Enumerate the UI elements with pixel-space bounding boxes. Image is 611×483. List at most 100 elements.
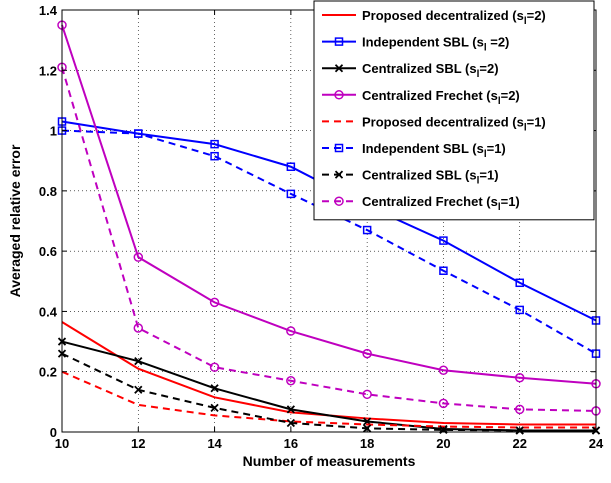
legend-label-subscript: l — [477, 176, 480, 187]
data-point-marker — [334, 143, 344, 153]
legend-label-subscript: l — [498, 202, 501, 213]
legend-label-suffix: =1) — [527, 114, 546, 129]
legend-entry: Centralized SBL (sl=1) — [322, 168, 499, 187]
data-point-marker — [362, 225, 372, 235]
data-point-marker — [439, 266, 448, 275]
legend-label-subscript: l — [498, 96, 501, 107]
data-point-marker — [210, 403, 219, 413]
data-point-marker — [286, 189, 296, 199]
x-axis-label: Number of measurements — [243, 453, 416, 469]
data-point-marker — [438, 365, 449, 375]
data-point-marker — [514, 404, 525, 415]
legend-label-text: Centralized SBL (s — [362, 168, 477, 183]
legend-label-suffix: =2) — [487, 35, 510, 50]
y-tick-label: 1.4 — [39, 3, 58, 18]
data-point-marker — [334, 170, 344, 179]
legend-entry: Centralized SBL (sl=2) — [322, 61, 499, 80]
legend-label: Centralized Frechet (sl=1) — [362, 194, 520, 213]
legend-label-text: Proposed decentralized (s — [362, 8, 524, 23]
x-tick-label: 10 — [55, 436, 69, 451]
legend-entry: Centralized Frechet (sl=2) — [322, 88, 520, 107]
x-tick-label: 14 — [207, 436, 222, 451]
axis-ticks: 10 12 14 16 18 20 22 24 0 0.2 0.4 0.6 0.8 1 1.2 1.4 — [39, 3, 604, 451]
data-point-marker — [514, 372, 525, 383]
legend-label: Centralized SBL (sl=2) — [362, 61, 499, 80]
x-tick-label: 24 — [589, 436, 604, 451]
data-point-marker — [134, 357, 143, 366]
x-tick-label: 20 — [436, 436, 450, 451]
series-line — [61, 370, 596, 429]
data-point-marker — [334, 90, 344, 100]
legend-entry: Centralized Frechet (sl=1) — [322, 194, 520, 213]
legend-label-subscript: l — [484, 149, 487, 160]
data-point-marker — [334, 196, 344, 206]
legend-label-text: Independent SBL (s — [362, 35, 484, 50]
data-point-marker — [286, 418, 295, 428]
legend-label: Independent SBL (sl=1) — [362, 141, 506, 160]
x-tick-label: 16 — [284, 436, 298, 451]
legend-label-text: Centralized SBL (s — [362, 61, 477, 76]
data-point-marker — [362, 348, 372, 359]
series-line — [61, 340, 596, 432]
data-point-marker — [286, 326, 296, 336]
data-point-marker — [133, 252, 144, 262]
data-point-marker — [209, 362, 220, 372]
data-point-marker — [334, 37, 344, 46]
legend-entry: Independent SBL (sl=1) — [322, 141, 506, 160]
legend-label-suffix: =2) — [501, 88, 520, 103]
legend-label-subscript: l — [477, 69, 480, 80]
y-tick-label: 0.4 — [39, 304, 58, 319]
legend-label-suffix: =1) — [487, 141, 506, 156]
series-line — [61, 66, 597, 412]
y-tick-label: 0 — [50, 425, 57, 440]
data-point-marker — [210, 384, 219, 393]
legend-box — [313, 0, 595, 221]
legend-label-suffix: =1) — [479, 168, 498, 183]
data-point-marker — [439, 236, 448, 245]
data-point-marker — [210, 151, 219, 161]
series-line — [61, 352, 596, 432]
legend-entry: Independent SBL (sl =2) — [322, 35, 509, 54]
y-tick-label: 0.6 — [39, 244, 57, 259]
plot-series — [57, 20, 601, 435]
x-tick-label: 22 — [512, 436, 526, 451]
legend-entry: Proposed decentralized (sl=2) — [322, 8, 546, 27]
data-point-marker — [210, 139, 219, 149]
series-line — [61, 129, 597, 355]
legend-label-subscript: l — [524, 122, 527, 133]
data-point-marker — [134, 129, 143, 138]
data-point-marker — [209, 297, 220, 308]
legend-label-text: Proposed decentralized (s — [362, 114, 524, 129]
legend-label: Centralized Frechet (sl=2) — [362, 88, 520, 107]
legend-label-text: Independent SBL (s — [362, 141, 484, 156]
x-tick-label: 12 — [131, 436, 145, 451]
data-point-marker — [134, 385, 143, 394]
legend-label-subscript: l — [484, 43, 487, 54]
legend-label: Proposed decentralized (sl=1) — [362, 114, 546, 133]
x-tick-label: 18 — [360, 436, 374, 451]
data-point-marker — [133, 323, 144, 333]
legend-label-suffix: =2) — [527, 8, 546, 23]
legend-label-suffix: =1) — [501, 194, 520, 209]
data-point-marker — [334, 64, 344, 73]
data-point-marker — [362, 389, 372, 400]
data-point-marker — [438, 398, 449, 409]
data-point-marker — [515, 278, 524, 288]
legend-label-subscript: l — [524, 16, 527, 27]
y-axis-label: Averaged relative error — [7, 144, 23, 297]
y-tick-label: 0.8 — [39, 184, 57, 199]
legend-label: Independent SBL (sl =2) — [362, 35, 509, 54]
legend-label-suffix: =2) — [479, 61, 498, 76]
legend-label-text: Centralized Frechet (s — [362, 88, 498, 103]
legend-label-text: Centralized Frechet (s — [362, 194, 498, 209]
data-point-marker — [286, 405, 295, 414]
legend: Proposed decentralized (sl=2)Independent… — [313, 0, 595, 221]
data-point-marker — [286, 376, 296, 386]
y-tick-label: 1.2 — [39, 63, 57, 78]
y-tick-label: 1 — [50, 124, 57, 139]
data-point-marker — [286, 162, 296, 171]
legend-label: Proposed decentralized (sl=2) — [362, 8, 546, 27]
legend-entry: Proposed decentralized (sl=1) — [322, 114, 546, 133]
